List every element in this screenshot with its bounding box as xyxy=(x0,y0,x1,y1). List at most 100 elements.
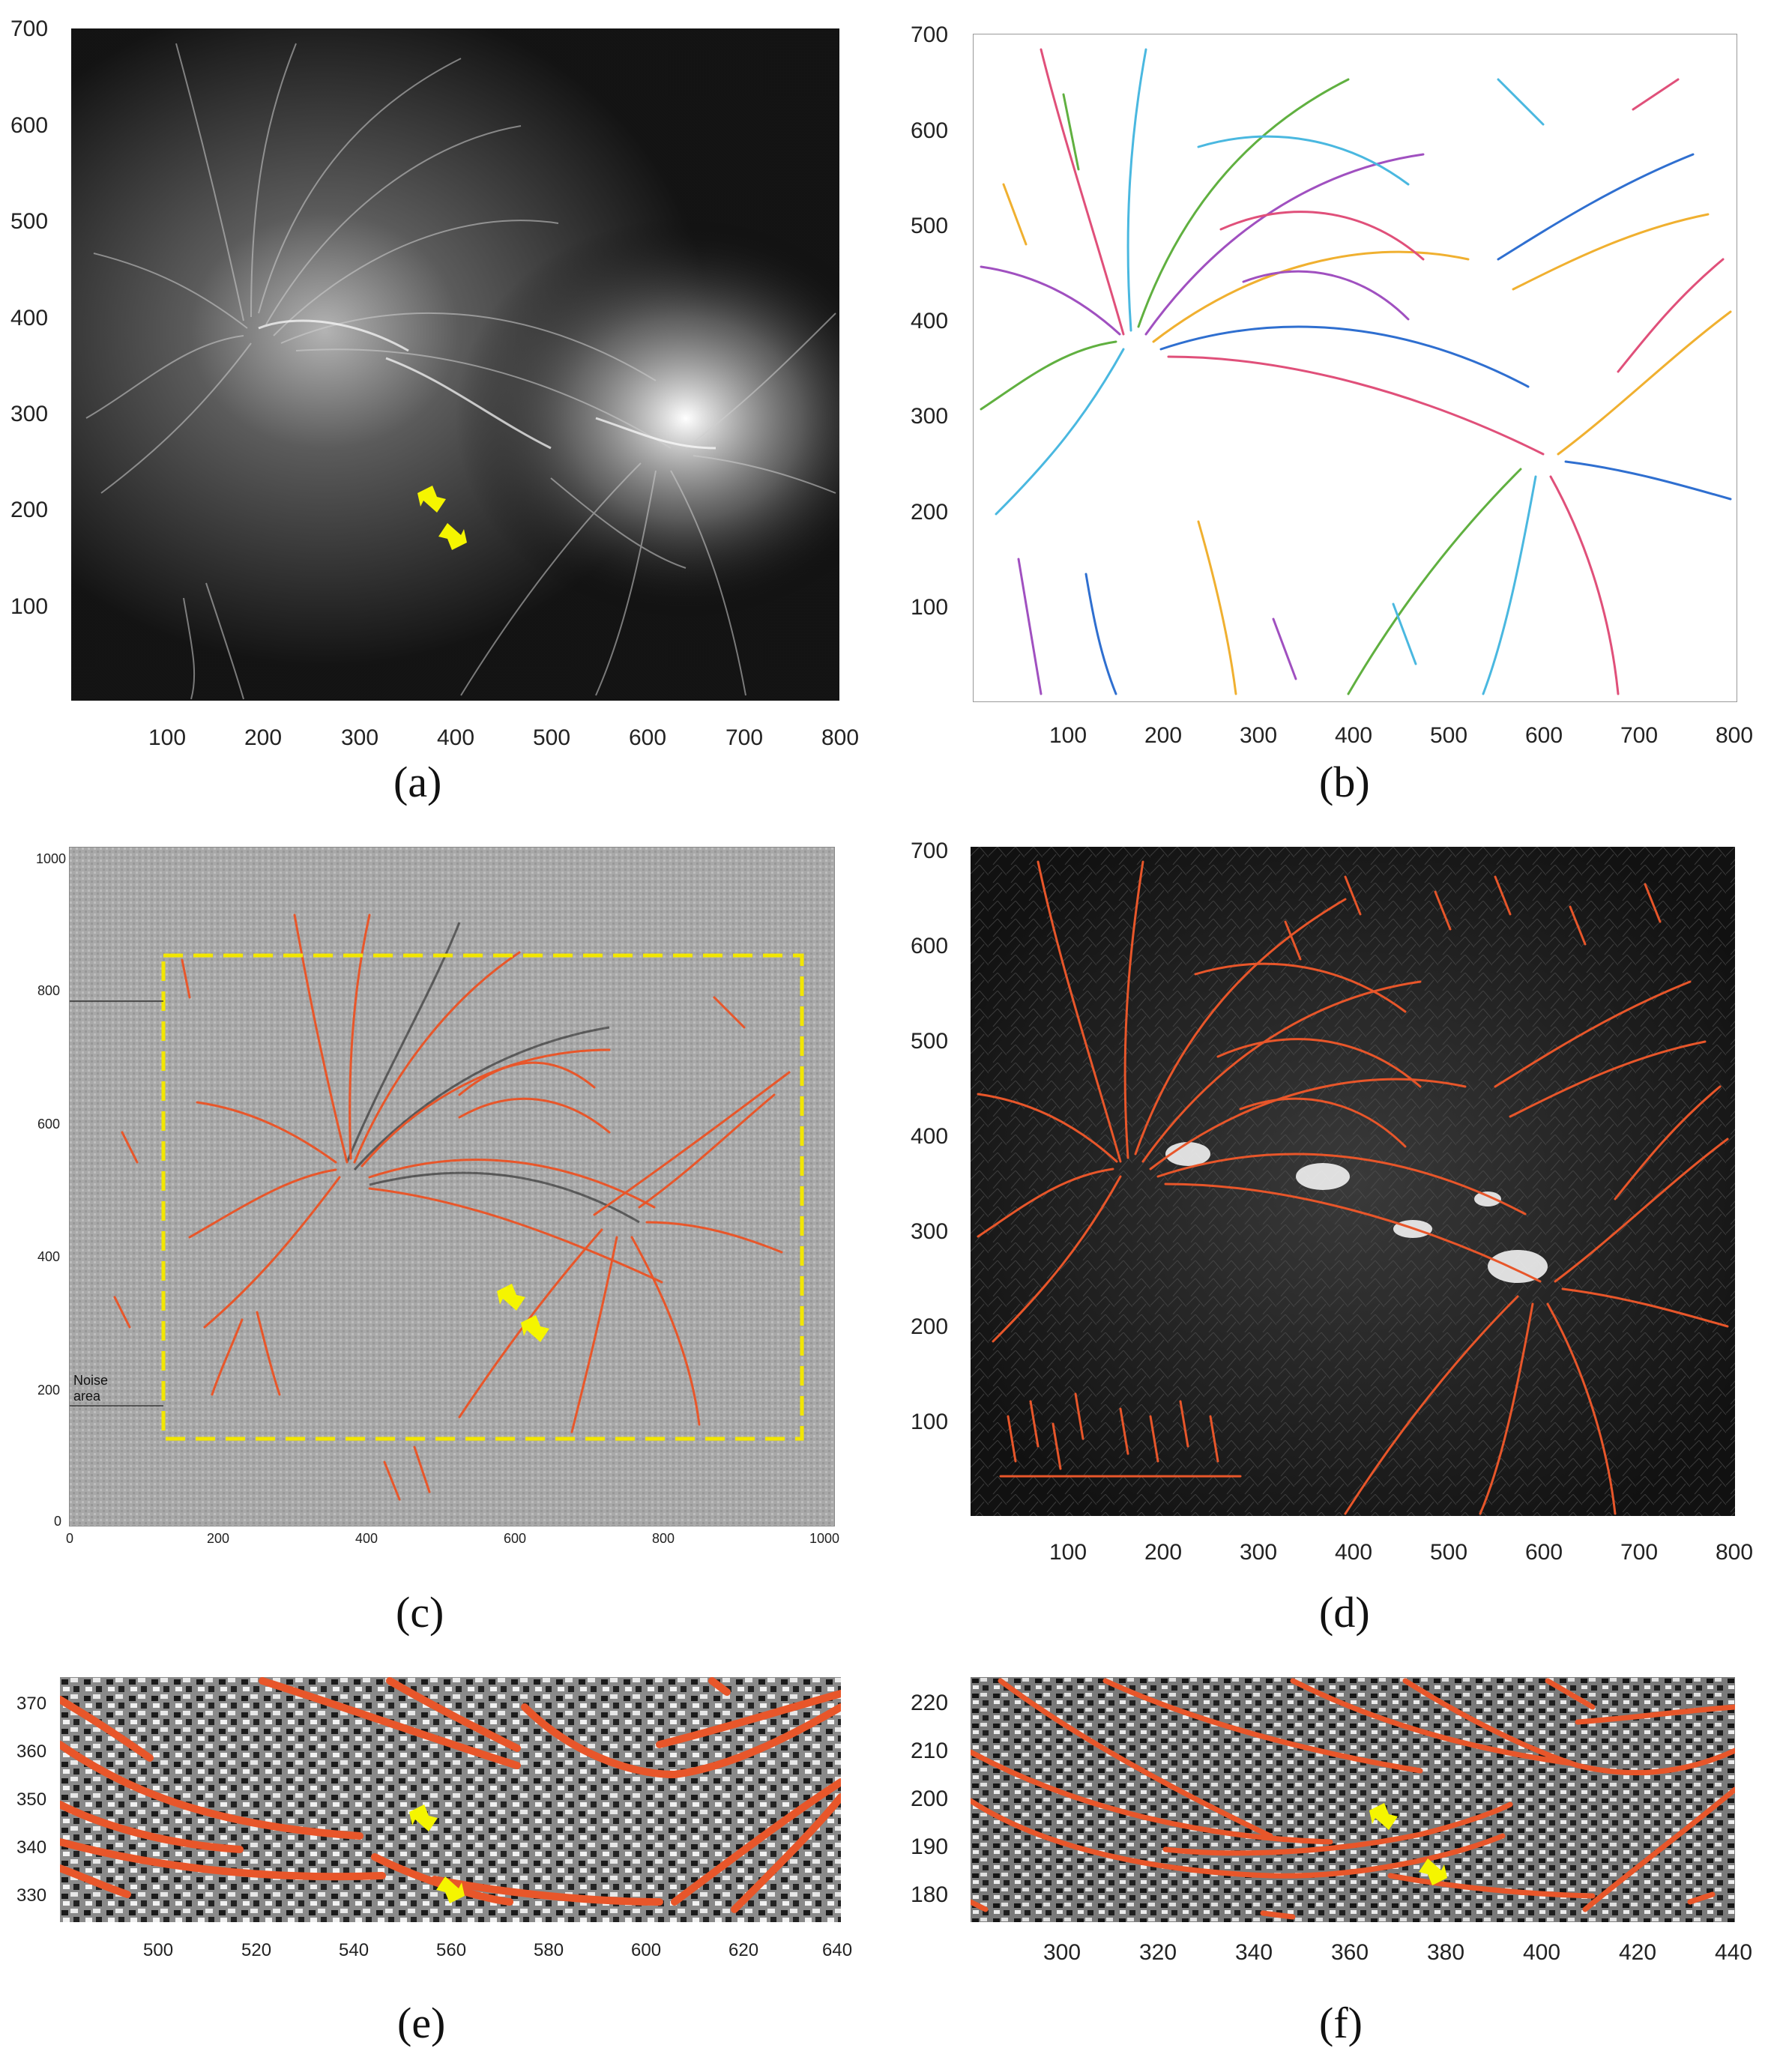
x-tick-label: 200 xyxy=(244,725,283,750)
x-tick-label: 400 xyxy=(1335,1540,1373,1565)
x-tick-label: 200 xyxy=(1144,1540,1183,1565)
y-tick-label: 600 xyxy=(37,1117,61,1132)
x-tick-label: 300 xyxy=(1240,1540,1278,1565)
x-tick-label: 700 xyxy=(1620,1540,1659,1565)
y-tick-label: 400 xyxy=(10,306,49,330)
x-tick-label: 700 xyxy=(725,725,764,750)
x-tick-label: 800 xyxy=(1716,723,1754,748)
x-tick-label: 500 xyxy=(143,1940,174,1960)
y-tick-label: 800 xyxy=(37,983,61,998)
y-tick-label: 700 xyxy=(10,16,49,41)
x-tick-label: 700 xyxy=(1620,723,1659,748)
x-tick-label: 380 xyxy=(1427,1940,1465,1965)
x-tick-label: 300 xyxy=(341,725,379,750)
x-tick-label: 800 xyxy=(652,1531,675,1546)
y-tick-label: 220 xyxy=(911,1691,949,1715)
y-tick-label: 200 xyxy=(10,498,49,522)
x-tick-label: 640 xyxy=(822,1940,853,1960)
y-tick-label: 180 xyxy=(911,1882,949,1907)
y-tick-label: 300 xyxy=(911,1219,949,1244)
panel-b-plot xyxy=(973,34,1737,702)
x-tick-label: 440 xyxy=(1715,1940,1753,1965)
y-tick-label: 190 xyxy=(911,1834,949,1859)
arrow-icon xyxy=(417,486,446,513)
x-tick-label: 320 xyxy=(1139,1940,1177,1965)
x-tick-label: 420 xyxy=(1619,1940,1657,1965)
x-tick-label: 500 xyxy=(533,725,571,750)
y-tick-label: 100 xyxy=(10,594,49,619)
x-tick-label: 600 xyxy=(629,725,667,750)
y-tick-label: 100 xyxy=(911,595,949,620)
panel-b-caption: (b) xyxy=(1319,758,1370,806)
panel-a-caption: (a) xyxy=(393,758,442,806)
arrow-icon xyxy=(1369,1803,1398,1830)
arrow-icon xyxy=(436,1876,465,1903)
y-tick-label: 200 xyxy=(37,1383,61,1398)
noise-area-box xyxy=(161,953,804,1441)
y-tick-label: 300 xyxy=(10,402,49,426)
y-tick-label: 350 xyxy=(16,1789,47,1810)
x-tick-label: 520 xyxy=(241,1940,272,1960)
panel-a-image xyxy=(71,28,839,701)
y-tick-label: 400 xyxy=(911,1124,949,1149)
y-tick-label: 330 xyxy=(16,1885,47,1906)
x-tick-label: 500 xyxy=(1430,1540,1468,1565)
x-tick-label: 600 xyxy=(631,1940,662,1960)
y-tick-label: 300 xyxy=(911,404,949,429)
x-tick-label: 0 xyxy=(66,1531,74,1546)
arrow-icon xyxy=(497,1284,525,1311)
x-tick-label: 100 xyxy=(1049,723,1087,748)
panel-c-caption: (c) xyxy=(396,1588,444,1637)
y-tick-label: 600 xyxy=(10,113,49,138)
x-tick-label: 400 xyxy=(1335,723,1373,748)
x-tick-label: 300 xyxy=(1240,723,1278,748)
panel-e-image xyxy=(60,1677,841,1922)
panel-d-caption: (d) xyxy=(1319,1588,1370,1637)
panel-e-caption: (e) xyxy=(397,1999,446,2047)
x-tick-label: 800 xyxy=(1716,1540,1754,1565)
y-tick-label: 200 xyxy=(911,1786,949,1811)
y-tick-label: 700 xyxy=(911,22,949,47)
y-tick-label: 200 xyxy=(911,1314,949,1339)
panel-f-image xyxy=(971,1677,1735,1922)
arrow-icon xyxy=(409,1804,438,1831)
y-tick-label: 600 xyxy=(911,118,949,143)
x-tick-label: 800 xyxy=(821,725,860,750)
x-tick-label: 600 xyxy=(1525,723,1563,748)
arrow-icon xyxy=(521,1315,549,1342)
x-tick-label: 100 xyxy=(1049,1540,1087,1565)
x-tick-label: 360 xyxy=(1331,1940,1369,1965)
x-tick-label: 400 xyxy=(437,725,475,750)
x-tick-label: 580 xyxy=(534,1940,564,1960)
y-tick-label: 500 xyxy=(911,1029,949,1054)
arrow-icon xyxy=(438,523,467,550)
y-tick-label: 400 xyxy=(37,1249,61,1264)
panel-f-caption: (f) xyxy=(1319,1999,1363,2047)
x-tick-label: 500 xyxy=(1430,723,1468,748)
y-tick-label: 100 xyxy=(911,1410,949,1434)
y-tick-label: 400 xyxy=(911,309,949,333)
y-tick-label: 340 xyxy=(16,1837,47,1858)
y-tick-label: 600 xyxy=(911,934,949,958)
x-tick-label: 1000 xyxy=(809,1531,840,1546)
x-tick-label: 300 xyxy=(1043,1940,1081,1965)
noise-area-label: Noise area xyxy=(73,1373,109,1404)
x-tick-label: 400 xyxy=(1523,1940,1561,1965)
x-tick-label: 540 xyxy=(339,1940,369,1960)
y-tick-label: 370 xyxy=(16,1694,47,1714)
y-tick-label: 500 xyxy=(911,214,949,238)
x-tick-label: 620 xyxy=(728,1940,759,1960)
x-tick-label: 340 xyxy=(1235,1940,1273,1965)
y-tick-label: 360 xyxy=(16,1742,47,1762)
y-tick-label: 210 xyxy=(911,1739,949,1763)
x-tick-label: 200 xyxy=(207,1531,230,1546)
x-tick-label: 600 xyxy=(1525,1540,1563,1565)
x-tick-label: 400 xyxy=(355,1531,378,1546)
y-tick-label: 200 xyxy=(911,500,949,525)
x-tick-label: 200 xyxy=(1144,723,1183,748)
y-tick-label: 1000 xyxy=(36,851,67,866)
x-tick-label: 100 xyxy=(148,725,187,750)
x-tick-label: 560 xyxy=(436,1940,467,1960)
panel-c-image xyxy=(69,847,835,1526)
arrow-icon xyxy=(1419,1858,1447,1885)
